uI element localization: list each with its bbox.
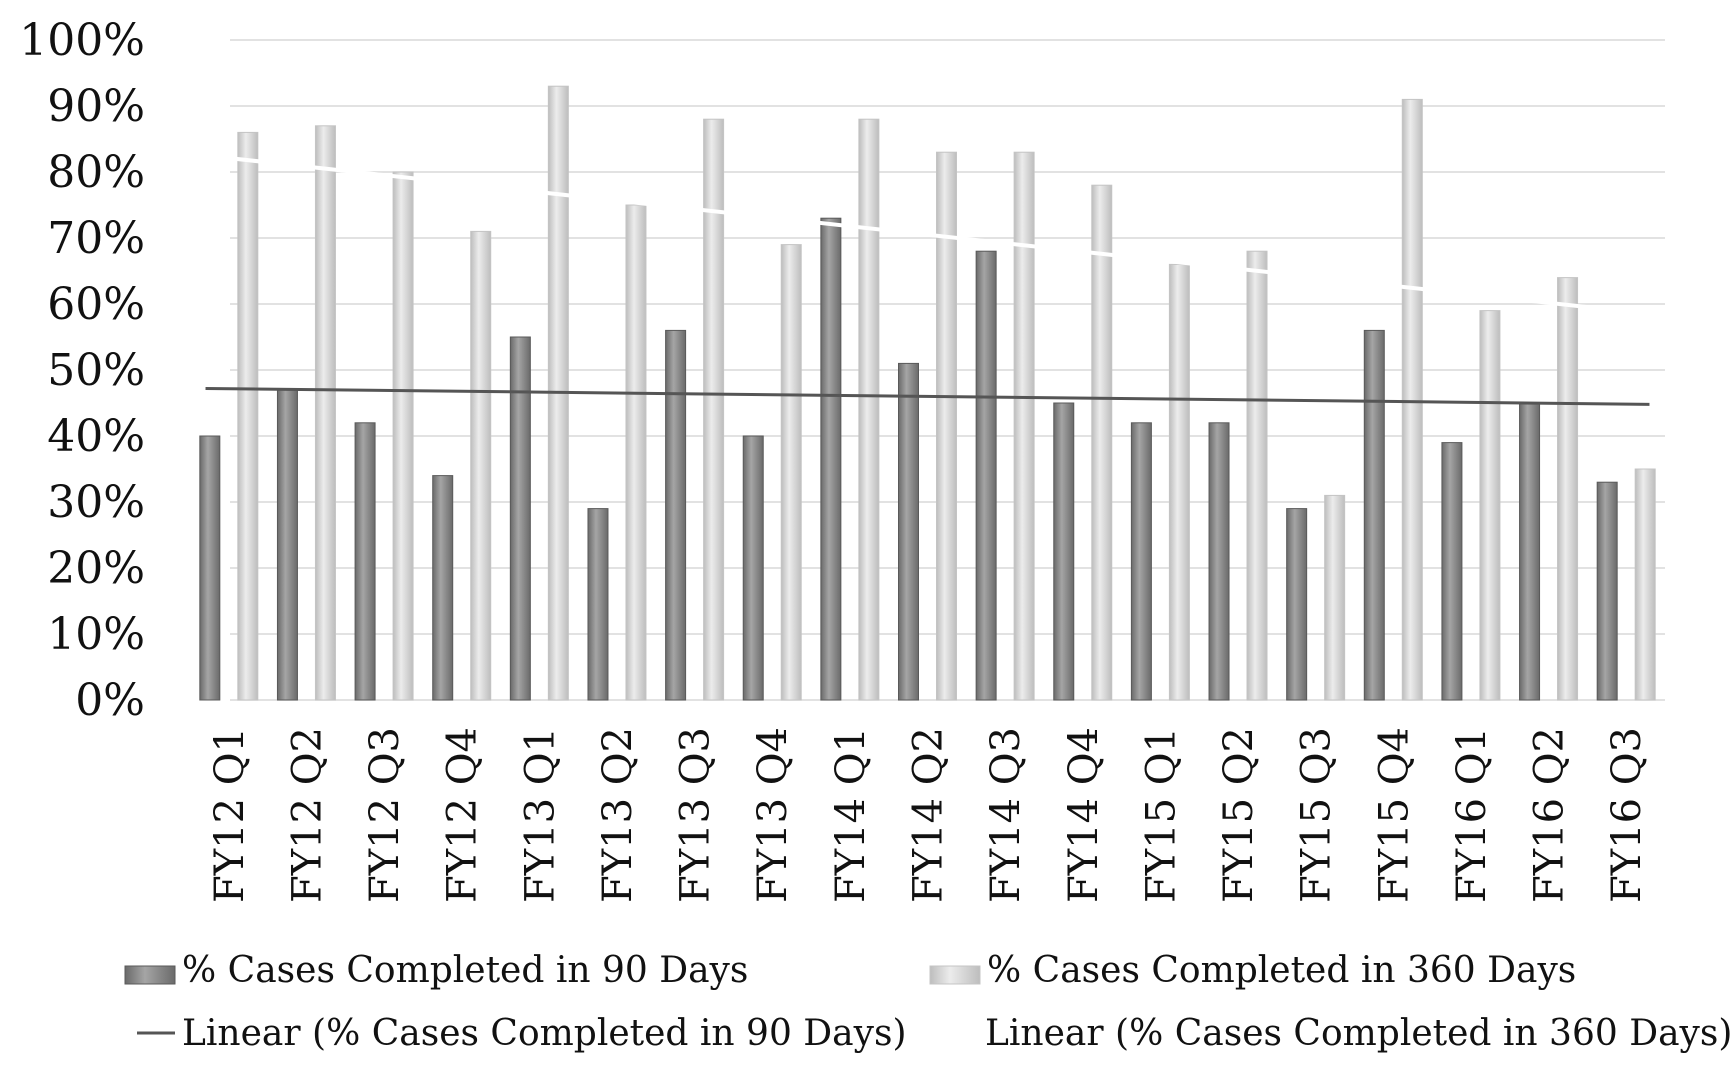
bar-360-days bbox=[237, 131, 259, 701]
x-tick-label: FY13 Q2 bbox=[595, 727, 641, 903]
bar-360-days bbox=[470, 230, 492, 701]
legend-label: % Cases Completed in 360 Days bbox=[987, 950, 1576, 991]
bar-360-days bbox=[703, 118, 725, 701]
x-tick-label: FY13 Q4 bbox=[750, 727, 796, 903]
bar-90-days bbox=[509, 336, 531, 701]
bar-360-days bbox=[625, 204, 647, 701]
bar-360-days bbox=[1013, 151, 1035, 701]
bar-90-days bbox=[742, 435, 764, 701]
bar-360-days bbox=[314, 125, 336, 701]
trendline-360-days bbox=[205, 153, 1650, 316]
x-tick-label: FY15 Q3 bbox=[1294, 727, 1340, 903]
bar-90-days bbox=[587, 508, 609, 701]
y-tick-label: 60% bbox=[47, 279, 145, 330]
bar-360-days bbox=[1479, 310, 1501, 701]
legend-swatch bbox=[124, 965, 176, 985]
bar-360-days bbox=[1401, 98, 1423, 701]
bar-90-days bbox=[665, 329, 687, 701]
bar-90-days bbox=[432, 475, 454, 701]
y-tick-label: 0% bbox=[75, 675, 145, 726]
y-tick-label: 10% bbox=[47, 609, 145, 660]
x-tick-label: FY13 Q3 bbox=[673, 727, 719, 903]
bar-360-days bbox=[1091, 184, 1113, 701]
y-tick-label: 90% bbox=[47, 81, 145, 132]
trendline-90-days bbox=[205, 386, 1650, 406]
bar-90-days bbox=[1441, 442, 1463, 701]
bar-360-days bbox=[1168, 263, 1190, 701]
y-tick-label: 70% bbox=[47, 213, 145, 264]
x-tick-label: FY12 Q3 bbox=[362, 727, 408, 903]
bar-90-days bbox=[975, 250, 997, 701]
trendlines bbox=[205, 153, 1650, 406]
bar-90-days bbox=[1596, 481, 1618, 701]
x-tick-label: FY14 Q1 bbox=[828, 727, 874, 903]
bar-90-days bbox=[820, 217, 842, 701]
x-tick-label: FY16 Q3 bbox=[1604, 727, 1650, 903]
bar-360-days bbox=[1246, 250, 1268, 701]
x-tick-label: FY15 Q2 bbox=[1216, 727, 1262, 903]
x-tick-label: FY12 Q1 bbox=[207, 727, 253, 903]
legend: % Cases Completed in 90 Days % Cases Comp… bbox=[124, 950, 1732, 1054]
bars bbox=[199, 85, 1656, 701]
x-axis: FY12 Q1 FY12 Q2 FY12 Q3 FY12 Q4 FY13 Q1 FY13 … bbox=[207, 727, 1650, 903]
bar-360-days bbox=[1324, 494, 1346, 701]
y-tick-label: 40% bbox=[47, 411, 145, 462]
x-tick-label: FY15 Q4 bbox=[1371, 727, 1417, 903]
legend-label: % Cases Completed in 90 Days bbox=[182, 950, 748, 991]
x-tick-label: FY12 Q2 bbox=[284, 727, 330, 903]
bar-90-days bbox=[1053, 402, 1075, 701]
bar-360-days bbox=[780, 244, 802, 701]
legend-swatch bbox=[929, 965, 981, 985]
bar-90-days bbox=[1519, 402, 1541, 701]
bar-360-days bbox=[936, 151, 957, 701]
x-tick-label: FY16 Q1 bbox=[1449, 727, 1495, 903]
y-tick-label: 20% bbox=[47, 543, 145, 594]
x-tick-label: FY12 Q4 bbox=[440, 727, 486, 903]
bar-90-days bbox=[276, 389, 298, 701]
bar-90-days bbox=[1363, 329, 1385, 701]
x-tick-label: FY16 Q2 bbox=[1527, 727, 1573, 903]
y-axis: 0% 10% 20% 30% 40% 50% 60% 70% 80% 90% 100% bbox=[19, 15, 145, 726]
x-tick-label: FY14 Q4 bbox=[1061, 727, 1107, 903]
x-tick-label: FY13 Q1 bbox=[517, 727, 563, 903]
bar-360-days bbox=[1557, 277, 1579, 701]
y-tick-label: 80% bbox=[47, 147, 145, 198]
bar-90-days bbox=[354, 422, 376, 701]
x-tick-label: FY14 Q2 bbox=[906, 727, 952, 903]
bar-360-days bbox=[392, 171, 414, 701]
x-tick-label: FY15 Q1 bbox=[1138, 727, 1184, 903]
x-tick-label: FY14 Q3 bbox=[983, 727, 1029, 903]
legend-label: Linear (% Cases Completed in 360 Days) bbox=[985, 1013, 1732, 1054]
legend-label: Linear (% Cases Completed in 90 Days) bbox=[182, 1013, 906, 1054]
bar-90-days bbox=[898, 362, 919, 701]
y-tick-label: 30% bbox=[47, 477, 145, 528]
bar-90-days bbox=[199, 435, 221, 701]
bar-360-days bbox=[1634, 468, 1656, 701]
bar-90-days bbox=[1286, 508, 1308, 701]
y-tick-label: 50% bbox=[47, 345, 145, 396]
bar-360-days bbox=[858, 118, 880, 701]
bar-90-days bbox=[1208, 422, 1230, 701]
y-tick-label: 100% bbox=[19, 15, 145, 66]
bar-90-days bbox=[1130, 422, 1152, 701]
